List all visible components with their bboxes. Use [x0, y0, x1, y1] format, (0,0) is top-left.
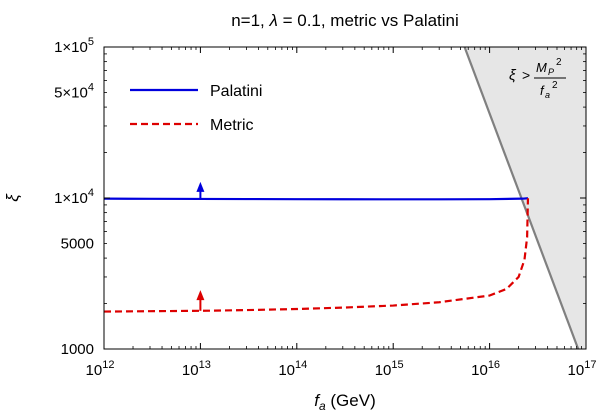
svg-text:>: > [522, 67, 530, 83]
legend: Palatini Metric [130, 83, 262, 134]
arrow-head-0 [196, 181, 205, 192]
x-tick-label: 1015 [375, 359, 404, 379]
y-tick-label: 5000 [61, 235, 94, 252]
y-tick-label: 5×104 [54, 81, 94, 101]
svg-text:P: P [548, 67, 554, 77]
y-tick-label: 1×105 [54, 36, 94, 56]
x-tick-label: 1017 [568, 359, 597, 379]
chart-title: n=1, λ = 0.1, metric vs Palatini [231, 11, 459, 30]
y-tick-label: 1000 [61, 341, 94, 358]
excluded-region-label: ξ > M P 2 f a 2 [509, 57, 566, 100]
tick-layer: 1012 1013 1014 1015 1016 1017 1×105 5×104 1×104 5… [54, 36, 596, 379]
legend-label-palatini: Palatini [210, 83, 262, 100]
series-line-palatini [104, 197, 529, 201]
svg-text:2: 2 [556, 57, 562, 68]
x-axis-label: fa (GeV) [314, 391, 375, 413]
svg-text:ξ: ξ [509, 67, 517, 84]
svg-text:a: a [545, 90, 550, 100]
svg-text:2: 2 [552, 80, 558, 91]
fraction-numerator: M P 2 [536, 57, 562, 77]
series-layer [104, 197, 530, 313]
x-tick-label: 1012 [86, 359, 115, 379]
arrow-layer [196, 181, 205, 311]
y-axis-label: ξ [3, 193, 22, 202]
x-tick-label: 1016 [471, 359, 500, 379]
x-tick-label: 1013 [182, 359, 211, 379]
series-line-metric [104, 198, 530, 313]
legend-label-metric: Metric [210, 117, 254, 134]
fraction-denominator: f a 2 [540, 80, 558, 100]
y-tick-label: 1×104 [54, 187, 94, 207]
svg-text:M: M [536, 60, 547, 75]
svg-text:f: f [540, 83, 545, 98]
arrow-head-1 [196, 290, 205, 301]
x-tick-label: 1014 [278, 359, 307, 379]
